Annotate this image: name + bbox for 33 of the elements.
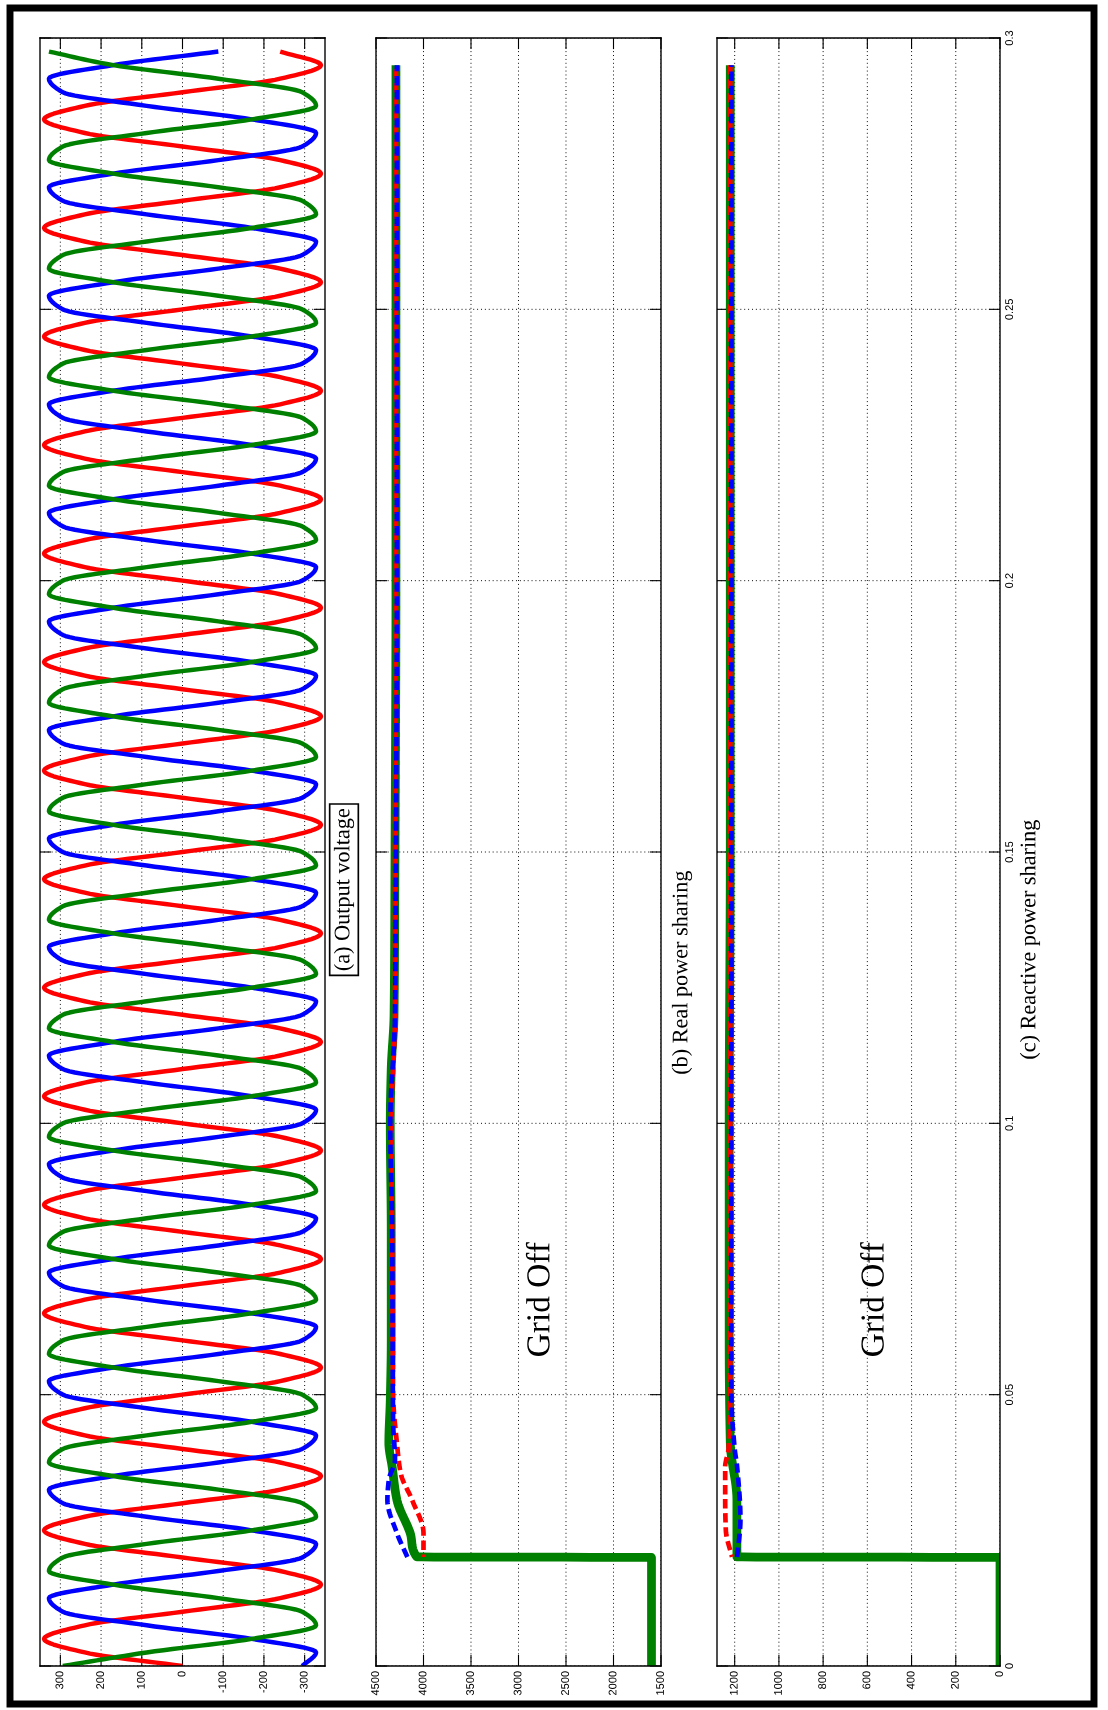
text: (c) Reactive power sharing [1019, 820, 1041, 1059]
x-tick-label: 3500 [466, 1671, 474, 1696]
x-tick-label: 300 [55, 1671, 64, 1689]
annotation: Grid Off [860, 1242, 884, 1356]
y-tick-label: 0.25 [1005, 298, 1014, 320]
x-tick-label: 1200 [729, 1671, 738, 1695]
x-tick-label: -100 [218, 1671, 227, 1693]
x-tick-label: 4000 [418, 1671, 427, 1696]
x-tick-label: 800 [818, 1671, 827, 1689]
y-tick-label: 0.15 [1005, 841, 1014, 863]
x-tick-label: 0 [177, 1671, 186, 1677]
y-tick-label: 0.2 [1005, 573, 1014, 588]
text: (a) Output voltage [333, 808, 355, 971]
x-tick-label: 600 [862, 1671, 871, 1689]
x-tick-label: 100 [136, 1671, 145, 1689]
annotation: Grid Off [525, 1242, 550, 1356]
x-tick-label: 1000 [774, 1671, 782, 1695]
x-tick-label: 200 [96, 1671, 105, 1689]
x-tick-label: 1500 [656, 1671, 664, 1695]
x-tick-label: 400 [906, 1671, 915, 1690]
x-tick-label: 2000 [608, 1671, 617, 1696]
x-tick-label: 4500 [371, 1671, 379, 1696]
x-tick-label: -200 [259, 1671, 267, 1693]
x-tick-label: -300 [299, 1671, 308, 1693]
y-tick-label: 0.3 [1005, 30, 1014, 46]
x-tick-label: 3000 [513, 1671, 522, 1696]
y-tick-label: 0.05 [1005, 1384, 1014, 1406]
x-tick-label: 0 [995, 1671, 1003, 1677]
y-tick-label: 0 [1005, 1663, 1014, 1669]
y-tick-label: 0.1 [1005, 1116, 1014, 1131]
x-tick-label: 200 [950, 1671, 959, 1689]
x-tick-label: 2500 [561, 1671, 569, 1696]
text: (b) Real power sharing [671, 870, 693, 1074]
